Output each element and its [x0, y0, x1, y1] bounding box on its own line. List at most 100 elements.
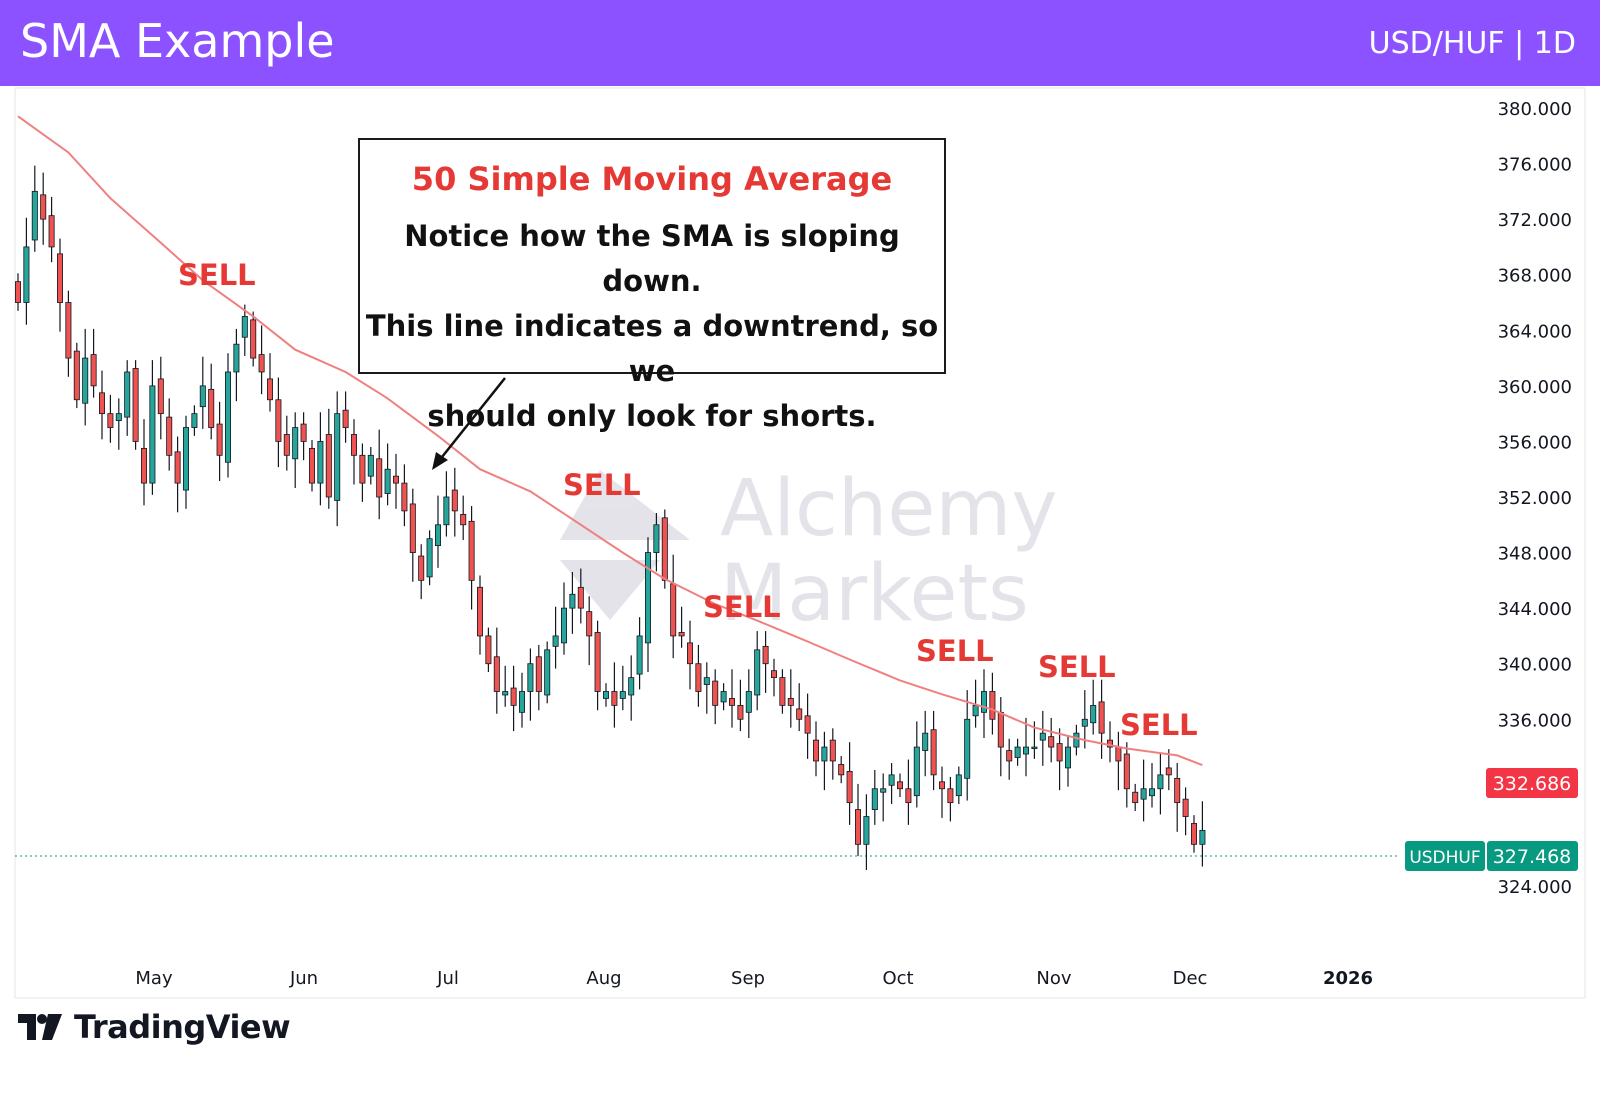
- candle-body: [1006, 750, 1013, 762]
- x-tick-label: Dec: [1173, 968, 1208, 989]
- candle-body: [434, 524, 441, 547]
- candles-group: [14, 165, 1206, 871]
- candle-body: [829, 739, 836, 762]
- candle-body: [107, 413, 114, 428]
- candle-body: [334, 413, 341, 501]
- candle-body: [157, 378, 164, 415]
- candle-body: [166, 416, 173, 456]
- candlestick-chart: Alchemy Markets 380.000 376.000 372.000 368…: [14, 87, 1586, 999]
- y-tick-label: 380.000: [1498, 99, 1572, 120]
- candle-body: [1090, 704, 1097, 724]
- candle-body: [1191, 823, 1198, 845]
- candle-body: [737, 704, 744, 720]
- header-bar: SMA Example USD/HUF | 1D: [0, 0, 1600, 86]
- candle-body: [149, 385, 156, 484]
- price-value-text: 327.468: [1493, 846, 1572, 868]
- y-tick-label: 336.000: [1498, 710, 1572, 731]
- candle-body: [1081, 718, 1088, 727]
- candle-body: [544, 649, 551, 696]
- annotation-arrow: [437, 377, 506, 463]
- candle-body: [653, 524, 660, 553]
- candle-body: [48, 215, 55, 248]
- y-tick-label: 352.000: [1498, 488, 1572, 509]
- candle-body: [611, 691, 618, 706]
- plot-frame: [14, 87, 1586, 999]
- candle-body: [661, 517, 668, 581]
- candle-body: [527, 663, 534, 692]
- y-tick-label: 360.000: [1498, 377, 1572, 398]
- candle-body: [1132, 791, 1139, 804]
- candle-body: [577, 586, 584, 609]
- candle-body: [670, 583, 677, 637]
- watermark: Alchemy Markets: [560, 464, 1057, 639]
- candle-body: [124, 371, 131, 418]
- symbol-label: USD/HUF | 1D: [1368, 26, 1576, 61]
- candle-body: [1023, 746, 1030, 755]
- candle-body: [838, 764, 845, 776]
- candle-body: [1098, 701, 1105, 734]
- candle-body: [476, 586, 483, 637]
- candle-body: [905, 788, 912, 804]
- candle-body: [981, 691, 988, 713]
- candle-body: [292, 427, 299, 460]
- annotation-box: 50 Simple Moving Average Notice how the …: [358, 138, 946, 433]
- candle-body: [703, 677, 710, 685]
- candle-body: [603, 691, 610, 699]
- arrow-head-icon: [432, 452, 448, 470]
- tradingview-logo-icon: [18, 1014, 62, 1040]
- candle-body: [460, 513, 467, 526]
- candle-body: [846, 770, 853, 804]
- y-tick-label: 344.000: [1498, 599, 1572, 620]
- x-tick-label: Aug: [586, 968, 621, 989]
- candle-body: [493, 656, 500, 692]
- candle-body: [401, 482, 408, 512]
- candle-body: [224, 371, 231, 463]
- y-tick-label: 340.000: [1498, 655, 1572, 676]
- candle-body: [502, 691, 509, 696]
- watermark-logo-icon: [560, 470, 690, 540]
- candle-body: [863, 816, 870, 845]
- watermark-line1: Alchemy: [720, 464, 1057, 554]
- candle-body: [57, 253, 64, 303]
- y-tick-label: 324.000: [1498, 877, 1572, 898]
- x-tick-label: 2026: [1323, 968, 1373, 989]
- x-tick-label: May: [135, 968, 173, 989]
- candle-body: [939, 781, 946, 790]
- price-symbol-text: USDHUF: [1409, 848, 1480, 868]
- y-tick-label: 368.000: [1498, 266, 1572, 287]
- candle-body: [947, 788, 954, 804]
- candle-body: [964, 718, 971, 779]
- candle-body: [317, 441, 324, 484]
- candle-body: [628, 677, 635, 696]
- candle-body: [1157, 774, 1164, 790]
- annotation-line-1: Notice how the SMA is sloping down.: [404, 219, 900, 298]
- candle-body: [1165, 767, 1172, 776]
- candle-body: [871, 788, 878, 810]
- candle-body: [258, 354, 265, 373]
- sell-label-3: SELL: [703, 590, 781, 624]
- candle-body: [687, 642, 694, 665]
- x-tick-label: Jul: [436, 968, 459, 989]
- candle-body: [922, 732, 929, 751]
- candle-body: [569, 593, 576, 609]
- candle-body: [300, 423, 307, 442]
- candle-body: [1014, 746, 1021, 758]
- sell-label-2: SELL: [563, 468, 641, 502]
- x-tick-label: Sep: [731, 968, 765, 989]
- candle-body: [115, 413, 122, 421]
- candle-body: [771, 670, 778, 679]
- candle-body: [930, 729, 937, 776]
- candle-body: [250, 319, 257, 359]
- tradingview-logo: TradingView: [18, 1008, 291, 1046]
- candle-body: [779, 677, 786, 706]
- candle-body: [1048, 736, 1055, 748]
- candle-body: [720, 691, 727, 703]
- candle-body: [636, 635, 643, 675]
- candle-body: [359, 454, 366, 484]
- candle-body: [1199, 830, 1206, 845]
- candle-body: [191, 413, 198, 428]
- candle-body: [787, 698, 794, 706]
- candle-body: [645, 552, 652, 644]
- candle-body: [897, 781, 904, 790]
- y-tick-label: 376.000: [1498, 155, 1572, 176]
